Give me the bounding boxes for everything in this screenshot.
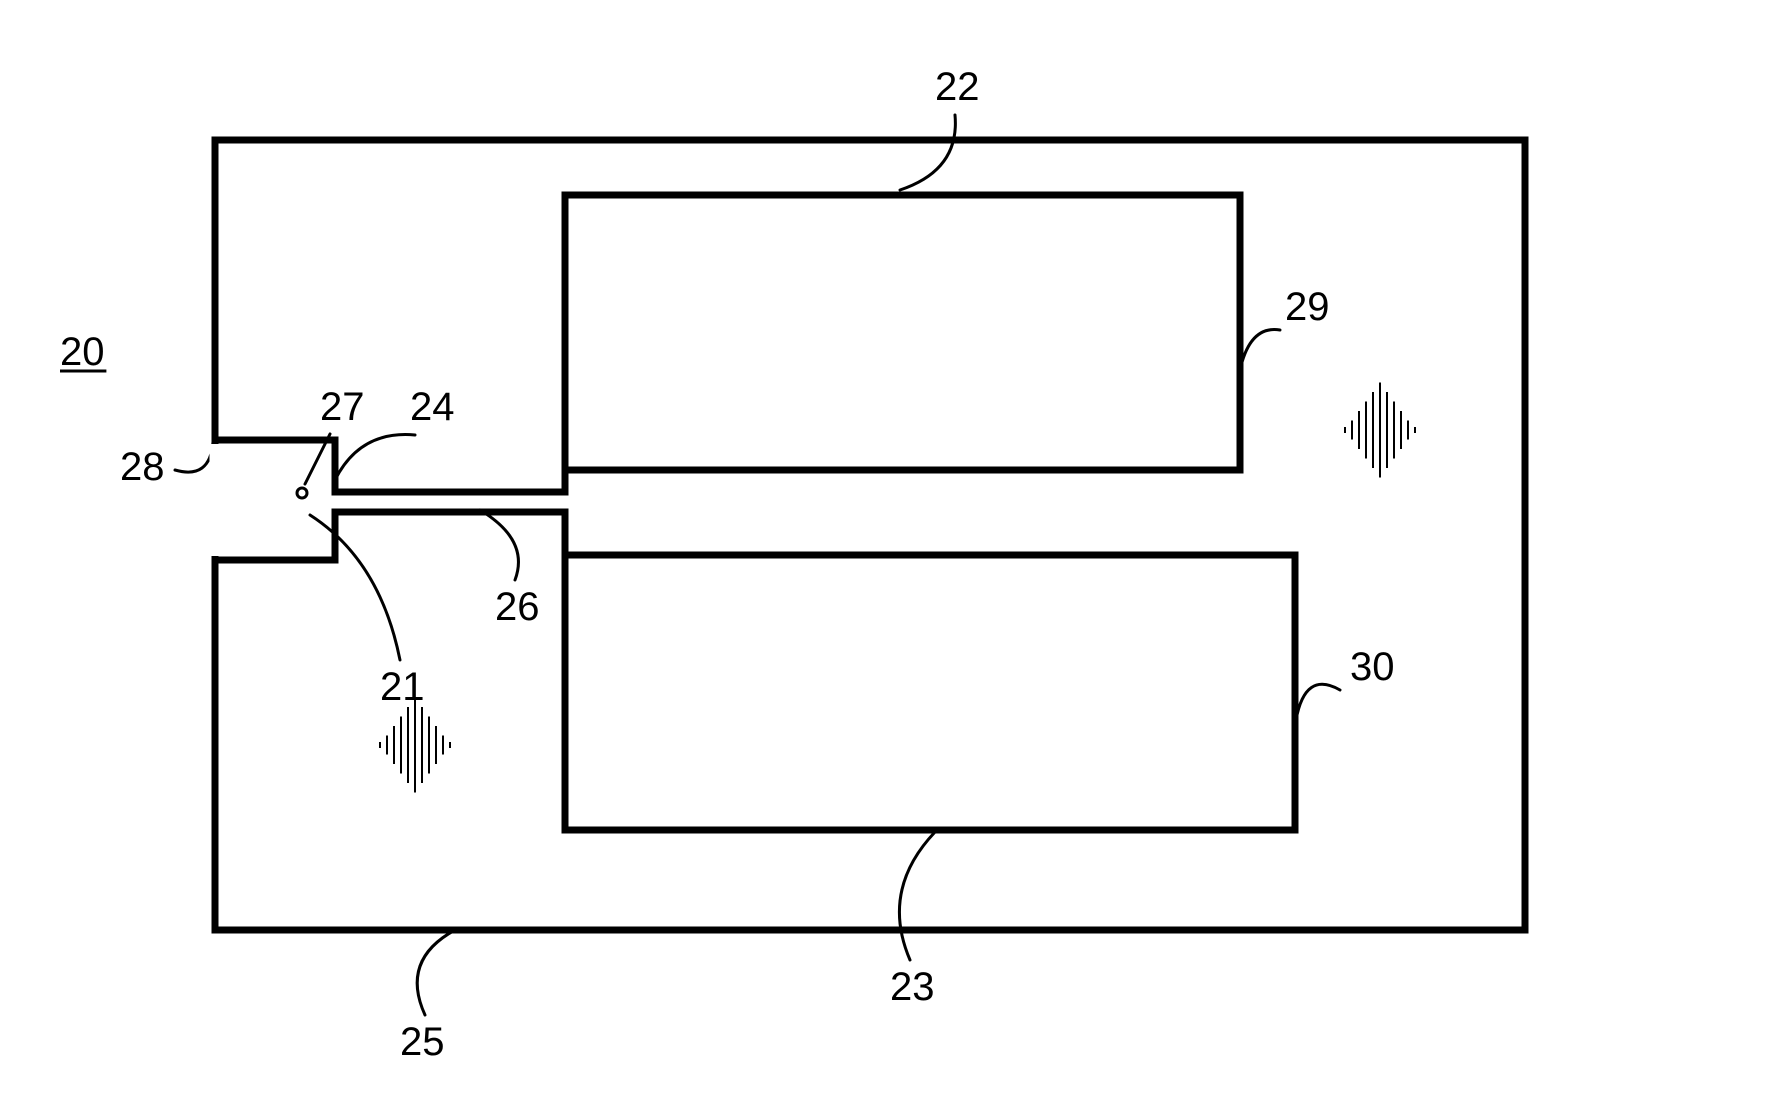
label-26: 26 bbox=[495, 585, 540, 629]
label-25: 25 bbox=[400, 1020, 445, 1064]
label-30: 30 bbox=[1350, 645, 1395, 689]
cleanup-final bbox=[219, 144, 1521, 926]
label-28: 28 bbox=[120, 445, 165, 489]
label-20: 20 bbox=[60, 330, 105, 374]
label-24: 24 bbox=[410, 385, 455, 429]
label-29: 29 bbox=[1285, 285, 1330, 329]
label-22: 22 bbox=[935, 65, 980, 109]
label-27: 27 bbox=[320, 385, 365, 429]
label-23: 23 bbox=[890, 965, 935, 1009]
label-21: 21 bbox=[380, 665, 425, 709]
